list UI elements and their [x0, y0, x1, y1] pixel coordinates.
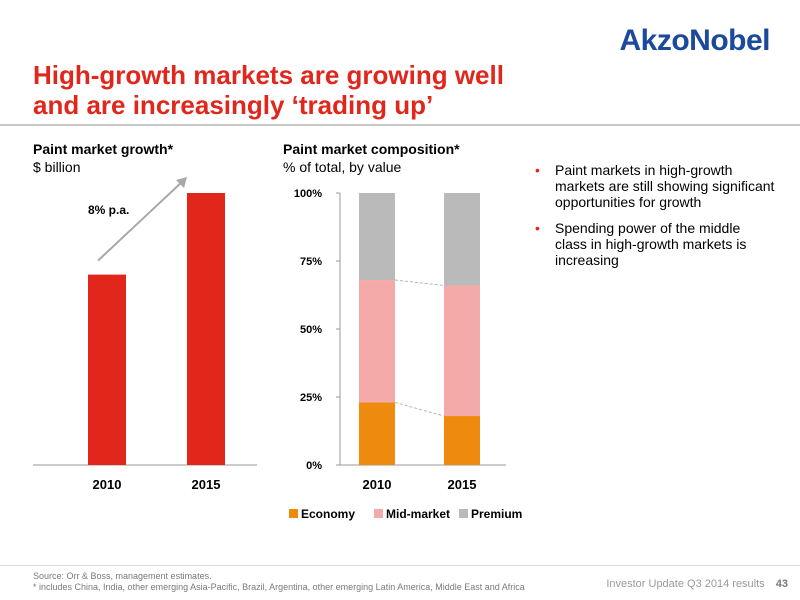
footnote-line: * includes China, India, other emerging …	[33, 582, 525, 592]
source-line: Source: Orr & Boss, management estimates…	[33, 571, 212, 581]
composition-segment-premium-2015	[444, 193, 480, 286]
legend-swatch-mid-market	[374, 509, 383, 518]
slide-title-line-2: and are increasingly ‘trading up’	[33, 90, 434, 120]
bullet-list: • Paint markets in high-growth markets a…	[535, 162, 775, 278]
growth-chart-title: Paint market growth*	[33, 141, 174, 157]
bullet-marker: •	[535, 162, 540, 178]
growth-arrow-head	[176, 177, 187, 188]
growth-rate-annotation: 8% p.a.	[88, 203, 129, 217]
source-note: Source: Orr & Boss, management estimates…	[33, 571, 525, 593]
legend-label: Economy	[301, 507, 355, 521]
growth-bar-2010	[88, 274, 126, 465]
legend-label: Premium	[471, 507, 522, 521]
bullet-item: • Paint markets in high-growth markets a…	[535, 162, 775, 210]
composition-y-tick-label: 25%	[300, 392, 322, 404]
slide-footer: Investor Update Q3 2014 results 43	[606, 578, 788, 590]
composition-segment-premium-2010	[359, 193, 395, 281]
composition-segment-mid-market-2010	[359, 280, 395, 403]
composition-category-label: 2010	[363, 477, 392, 492]
composition-connector	[394, 401, 445, 417]
bullet-item: • Spending power of the middle class in …	[535, 220, 775, 268]
growth-bar-2015	[187, 193, 225, 465]
bullet-text: Spending power of the middle class in hi…	[555, 220, 747, 268]
composition-segment-mid-market-2015	[444, 285, 480, 417]
page-number: 43	[775, 578, 788, 590]
growth-category-label: 2010	[93, 477, 122, 492]
composition-y-tick-label: 75%	[300, 256, 322, 268]
bullet-text: Paint markets in high-growth markets are…	[555, 162, 775, 210]
presentation-name: Investor Update Q3 2014 results	[606, 578, 765, 590]
composition-chart-title: Paint market composition*	[283, 141, 460, 157]
bullet-marker: •	[535, 220, 540, 236]
growth-category-label: 2015	[192, 477, 221, 492]
composition-category-label: 2015	[448, 477, 477, 492]
composition-chart-subtitle: % of total, by value	[283, 159, 402, 175]
legend-label: Mid-market	[386, 507, 450, 521]
footer-divider	[0, 565, 800, 566]
title-divider	[0, 124, 800, 126]
composition-y-tick-label: 0%	[306, 460, 322, 472]
akzonobel-logo: AkzoNobel	[619, 24, 770, 57]
composition-connector	[394, 279, 445, 286]
slide-title: High-growth markets are growing well and…	[33, 60, 593, 120]
growth-chart-subtitle: $ billion	[33, 159, 81, 175]
composition-segment-economy-2015	[444, 416, 480, 465]
legend-swatch-economy	[289, 509, 298, 518]
growth-arrow-line	[97, 180, 184, 262]
legend-swatch-premium	[459, 509, 468, 518]
composition-y-tick-label: 50%	[300, 324, 322, 336]
composition-segment-economy-2010	[359, 402, 395, 465]
slide-title-line-1: High-growth markets are growing well	[33, 60, 504, 90]
composition-y-tick-label: 100%	[294, 188, 322, 200]
